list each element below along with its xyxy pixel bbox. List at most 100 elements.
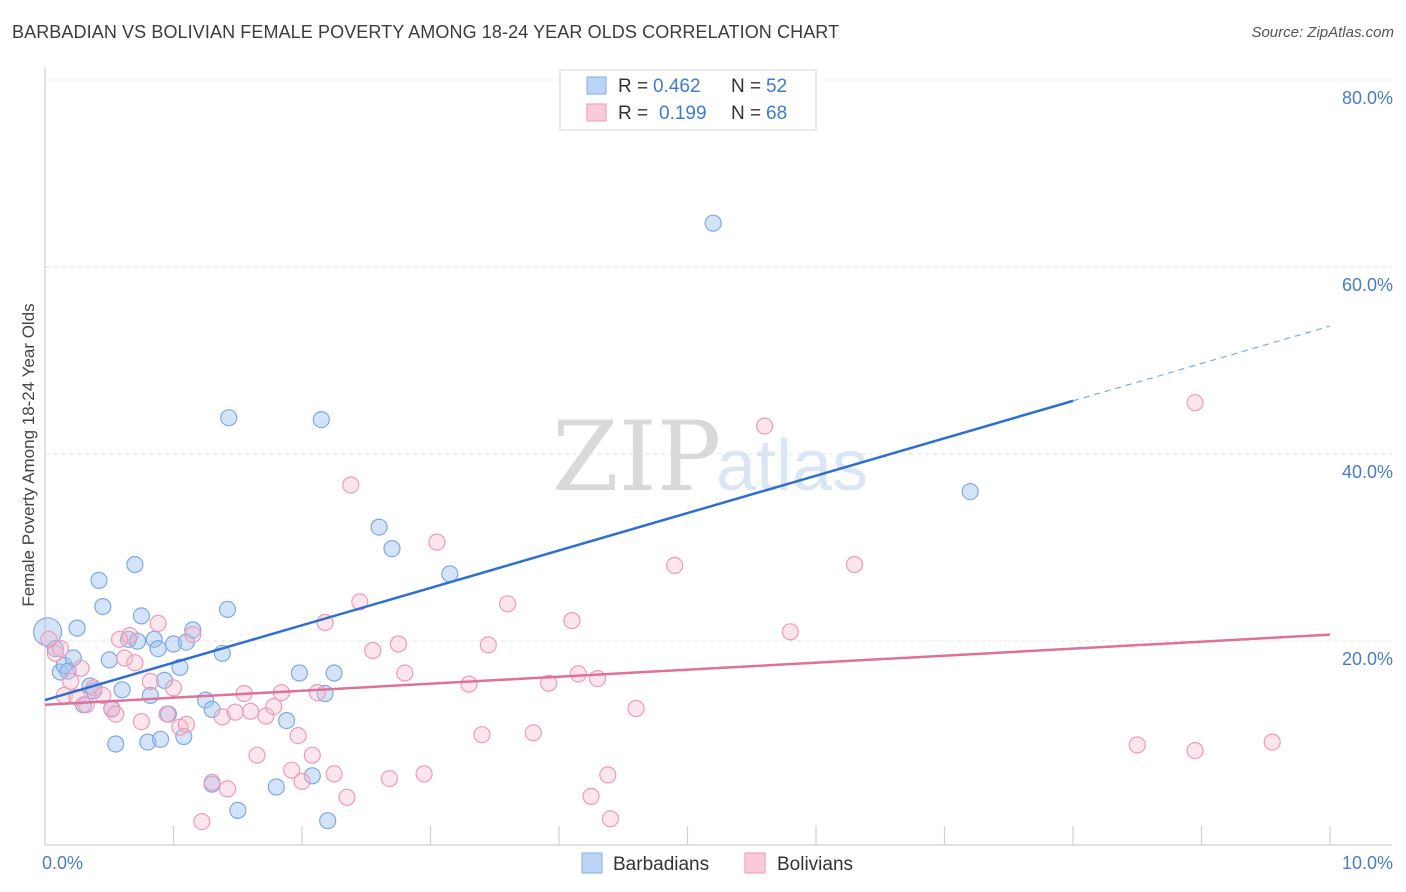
- point-bolivians-67: [845, 555, 864, 574]
- series-legend: Barbadians Bolivians: [581, 852, 853, 875]
- point-barbadians-37: [220, 409, 238, 427]
- point-bolivians-55: [524, 724, 542, 742]
- point-bolivians-7: [77, 696, 95, 714]
- point-bolivians-2: [51, 639, 70, 658]
- point-bolivians-25: [203, 773, 221, 792]
- point-barbadians-27: [164, 635, 183, 653]
- watermark-zip: ZIP: [552, 401, 721, 513]
- point-bolivians-13: [116, 649, 134, 667]
- y-tick-label-60: 60.0%: [1342, 275, 1393, 295]
- point-bolivians-46: [380, 769, 398, 788]
- point-bolivians-44: [351, 593, 369, 611]
- point-bolivians-22: [177, 715, 195, 734]
- point-barbadians-46: [325, 664, 343, 682]
- point-bolivians-47: [389, 635, 407, 653]
- point-bolivians-62: [601, 810, 620, 828]
- point-barbadians-14: [107, 735, 125, 753]
- trend-line-barbadians: [44, 399, 1074, 702]
- point-bolivians-36: [289, 726, 307, 745]
- point-barbadians-42: [303, 767, 321, 785]
- point-bolivians-64: [666, 556, 684, 575]
- point-barbadians-41: [290, 664, 308, 682]
- point-bolivians-17: [141, 672, 159, 691]
- point-bolivians-4: [62, 672, 80, 691]
- y-tick-label-40: 40.0%: [1342, 462, 1393, 482]
- trend-lines: [44, 325, 1331, 706]
- legend-swatch-bolivians: [586, 103, 607, 122]
- y-tick-label-80: 80.0%: [1342, 88, 1393, 108]
- point-bolivians-30: [242, 702, 260, 720]
- trend-line-bolivians: [44, 633, 1331, 706]
- point-barbadians-28: [171, 658, 189, 677]
- point-bolivians-24: [193, 812, 211, 831]
- point-bolivians-71: [1263, 733, 1281, 751]
- point-bolivians-49: [415, 765, 433, 783]
- point-bolivians-23: [184, 625, 202, 644]
- point-bolivians-9: [94, 686, 112, 705]
- point-barbadians-31: [184, 621, 202, 639]
- chart-title: BARBADIAN VS BOLIVIAN FEMALE POVERTY AMO…: [12, 22, 840, 42]
- point-bolivians-70: [1186, 394, 1204, 412]
- point-bolivians-6: [72, 659, 90, 677]
- point-bolivians-53: [479, 636, 497, 654]
- point-barbadians-45: [319, 812, 337, 830]
- point-bolivians-12: [110, 630, 129, 648]
- point-bolivians-69: [1186, 741, 1204, 760]
- bottom-legend-swatch-barbadians: [581, 852, 603, 874]
- point-barbadians-11: [94, 597, 112, 616]
- point-bolivians-27: [218, 780, 237, 798]
- point-barbadians-48: [383, 539, 401, 558]
- point-bolivians-33: [265, 697, 283, 716]
- watermark-atlas: atlas: [716, 426, 868, 506]
- point-barbadians-4: [59, 662, 77, 680]
- point-barbadians-23: [149, 639, 167, 658]
- legend-r-value-2: 0.199: [659, 103, 707, 124]
- trend-line-barbadians-extension: [1072, 325, 1331, 402]
- watermark: ZIP atlas: [552, 401, 868, 513]
- point-barbadians-17: [126, 555, 144, 574]
- point-barbadians-10: [90, 571, 108, 590]
- point-bolivians-37: [293, 772, 311, 791]
- point-bolivians-61: [599, 766, 617, 784]
- point-bolivians-15: [126, 654, 144, 672]
- point-bolivians-58: [569, 665, 587, 683]
- x-tick-label-max: 10.0%: [1342, 853, 1393, 873]
- legend-n-label-2: N =: [731, 103, 761, 124]
- point-bolivians-60: [588, 669, 607, 688]
- point-barbadians-20: [139, 733, 157, 751]
- point-barbadians-6: [68, 619, 86, 637]
- point-bolivians-18: [149, 614, 167, 633]
- point-bolivians-68: [1128, 736, 1146, 754]
- point-barbadians-39: [267, 778, 285, 796]
- point-bolivians-35: [283, 761, 301, 779]
- point-bolivians-20: [164, 679, 183, 697]
- point-bolivians-28: [226, 703, 244, 721]
- point-bolivians-14: [121, 626, 139, 645]
- bottom-legend-swatch-bolivians: [744, 852, 766, 874]
- point-bolivians-63: [627, 699, 645, 718]
- point-bolivians-11: [107, 705, 125, 723]
- point-barbadians-47: [370, 518, 388, 536]
- point-barbadians-51: [961, 483, 979, 501]
- point-barbadians-36: [218, 600, 237, 619]
- axes: 20.0% 40.0% 60.0% 80.0% 0.0% 10.0%: [42, 68, 1393, 873]
- y-tick-label-20: 20.0%: [1342, 649, 1393, 669]
- point-bolivians-26: [213, 708, 231, 726]
- point-bolivians-43: [342, 476, 360, 494]
- point-bolivians-31: [248, 746, 266, 764]
- legend-swatch-barbadians: [586, 76, 607, 95]
- point-bolivians-56: [540, 674, 558, 692]
- point-bolivians-52: [473, 726, 491, 744]
- point-barbadians-19: [132, 607, 150, 625]
- point-bolivians-48: [396, 664, 414, 682]
- legend-r-value-1: 0.462: [653, 76, 701, 97]
- bottom-legend-barbadians: Barbadians: [613, 854, 709, 875]
- point-bolivians-39: [308, 683, 326, 702]
- point-barbadians-15: [113, 681, 131, 699]
- point-bolivians-42: [338, 788, 356, 806]
- legend-r-label-2: R =: [618, 103, 648, 124]
- legend-r-label-1: R =: [618, 76, 648, 97]
- point-bolivians-38: [303, 746, 321, 764]
- point-barbadians-24: [152, 730, 170, 748]
- point-bolivians-45: [364, 641, 382, 660]
